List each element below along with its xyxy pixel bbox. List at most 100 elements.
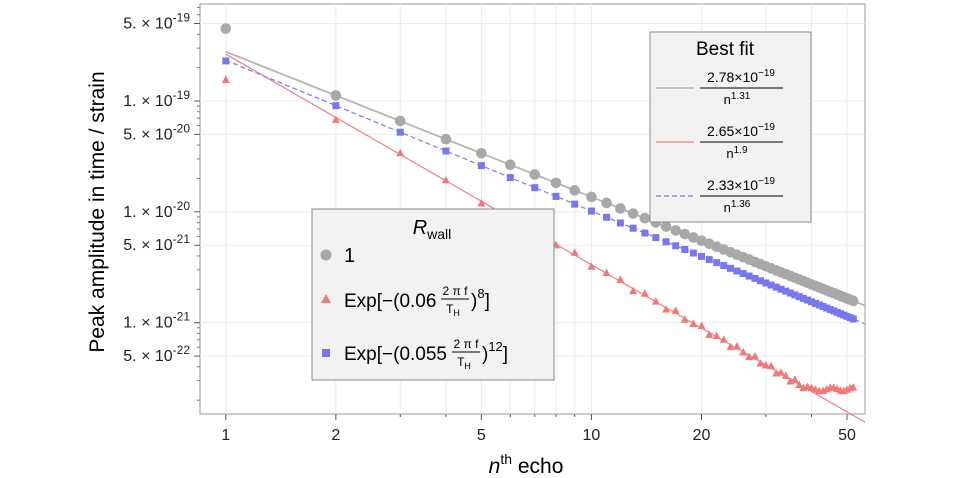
data-point-square [477, 162, 485, 170]
legend-rwall-frac-num-2: 2 π f [443, 284, 469, 298]
legend-fit-den-3: n1.36 [724, 199, 751, 215]
x-axis-ticks: 1 2 5 10 20 50 [221, 414, 856, 444]
data-point-square [777, 285, 785, 293]
data-point-triangle [732, 342, 741, 350]
data-point-triangle [795, 380, 804, 389]
data-point-circle [550, 177, 562, 189]
legend-rwall-label-2: Exp[−(0.06 [344, 291, 436, 312]
y-tick-label: 5. × 10-19 [123, 11, 190, 33]
data-point-triangle [777, 368, 786, 376]
legend-fit-den-1: n1.31 [724, 91, 751, 107]
data-point-triangle [441, 175, 450, 184]
x-axis-title: nth echo [489, 451, 564, 478]
data-point-square [733, 267, 741, 275]
y-axis-ticks: 5. × 10-19 1. × 10-19 5. × 10-20 1. × 10-20… [123, 6, 200, 401]
data-point-triangle [570, 248, 579, 256]
data-point-triangle [697, 321, 706, 329]
data-point-square [745, 272, 753, 280]
data-point-circle [569, 185, 581, 196]
data-point-triangle [756, 359, 765, 367]
legend-rwall-frac-den-2: TH [446, 302, 460, 318]
legend-rwall-label-3: Exp[−(0.055 [344, 344, 447, 365]
data-point-triangle [396, 148, 405, 157]
data-point-square [641, 229, 649, 237]
data-point-triangle [629, 286, 638, 295]
data-point-square [442, 147, 450, 155]
data-point-circle [476, 147, 487, 159]
x-tick-label: 5 [477, 427, 486, 444]
legend-best-fit-box [649, 31, 812, 223]
data-point-circle [529, 169, 541, 180]
data-point-square [506, 174, 514, 182]
data-point-square [782, 287, 790, 295]
data-point-triangle [587, 262, 596, 270]
legend-rwall-title: Rwall [413, 217, 452, 242]
data-point-square [662, 238, 670, 246]
data-point-triangle [671, 306, 680, 314]
data-point-square [672, 242, 680, 250]
legend-fit-num-2: 2.65×10−19 [707, 122, 775, 139]
data-point-square [726, 264, 734, 272]
data-point-triangle [221, 75, 230, 83]
legend-rwall-tail-3: )12] [482, 339, 508, 365]
data-point-square [587, 207, 595, 215]
data-point-square [616, 219, 624, 227]
data-point-square [698, 252, 706, 260]
data-markers [220, 23, 859, 395]
data-point-square [720, 262, 728, 270]
data-point-square [751, 274, 759, 282]
data-point-triangle [781, 371, 790, 379]
data-point-square [629, 224, 637, 232]
data-point-circle [440, 133, 452, 145]
data-point-circle [847, 295, 859, 307]
legend-rwall: Rwall 1 Exp[−(0.06 2 π f TH )8] Exp[−(0.… [311, 208, 555, 381]
data-point-circle [505, 159, 516, 171]
data-point-square [799, 294, 807, 302]
y-tick-label: 1. × 10-19 [123, 88, 190, 110]
y-tick-label: 5. × 10-21 [123, 232, 190, 254]
data-point-triangle [750, 352, 759, 360]
legend-best-fit: Best fit 2.78×10−19 n1.31 2.65×10−19 n1.… [649, 31, 812, 223]
data-point-triangle [739, 347, 748, 356]
y-tick-label: 1. × 10-21 [123, 310, 190, 332]
legend-fit-num-1: 2.78×10−19 [707, 68, 775, 85]
data-point-square [739, 270, 747, 278]
data-point-square [713, 259, 721, 267]
legend-rwall-label-1: 1 [344, 245, 355, 267]
data-point-square [681, 246, 689, 254]
y-tick-label: 5. × 10-22 [123, 343, 190, 365]
legend-rwall-marker-3 [322, 349, 330, 357]
data-point-triangle [616, 275, 625, 283]
data-point-square [819, 303, 827, 311]
x-tick-label: 20 [693, 427, 711, 444]
data-point-square [772, 283, 780, 291]
legend-rwall-tail-2: )8] [471, 286, 490, 312]
data-point-circle [688, 232, 699, 243]
data-point-square [571, 200, 579, 208]
data-point-triangle [767, 361, 776, 370]
data-point-triangle [712, 331, 721, 340]
legend-fit-den-2: n1.9 [726, 145, 748, 161]
data-point-square [811, 299, 819, 307]
data-point-square [705, 256, 713, 264]
legend-fit-num-3: 2.33×10−19 [707, 176, 775, 193]
data-point-square [849, 315, 857, 323]
data-point-square [804, 296, 812, 304]
data-point-square [531, 184, 539, 192]
data-point-triangle [602, 268, 611, 276]
data-point-triangle [726, 342, 735, 351]
legend-rwall-marker-2 [321, 294, 331, 303]
data-point-circle [679, 228, 691, 240]
data-point-triangle [719, 335, 728, 343]
data-point-square [786, 289, 794, 297]
data-point-triangle [662, 305, 671, 313]
x-tick-label: 10 [583, 427, 601, 444]
data-point-square [767, 281, 775, 289]
data-point-circle [586, 191, 597, 203]
data-point-square [823, 304, 831, 312]
data-point-circle [627, 208, 639, 219]
data-point-square [222, 57, 230, 65]
data-point-circle [330, 90, 342, 101]
data-point-circle [670, 225, 681, 236]
data-point-square [795, 293, 803, 301]
